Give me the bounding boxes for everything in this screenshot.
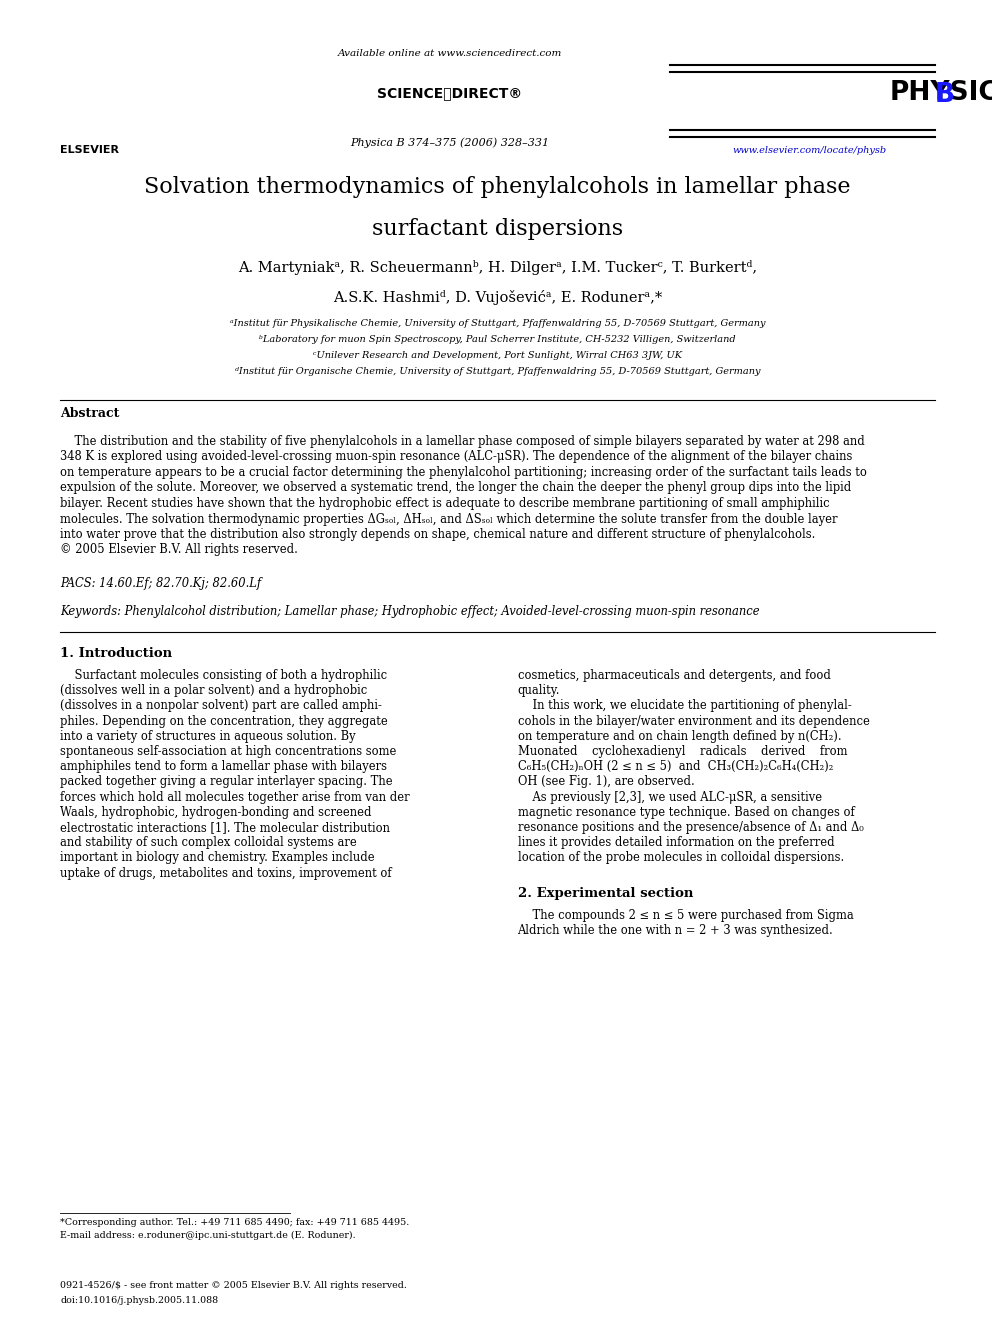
Text: (dissolves well in a polar solvent) and a hydrophobic: (dissolves well in a polar solvent) and … bbox=[60, 684, 367, 697]
Text: 2. Experimental section: 2. Experimental section bbox=[518, 886, 692, 900]
Text: Surfactant molecules consisting of both a hydrophilic: Surfactant molecules consisting of both … bbox=[60, 669, 387, 681]
Text: 0921-4526/$ - see front matter © 2005 Elsevier B.V. All rights reserved.: 0921-4526/$ - see front matter © 2005 El… bbox=[60, 1281, 407, 1290]
Text: amphiphiles tend to form a lamellar phase with bilayers: amphiphiles tend to form a lamellar phas… bbox=[60, 761, 387, 773]
Text: important in biology and chemistry. Examples include: important in biology and chemistry. Exam… bbox=[60, 852, 375, 864]
Text: ᵇLaboratory for muon Spin Spectroscopy, Paul Scherrer Institute, CH-5232 Villige: ᵇLaboratory for muon Spin Spectroscopy, … bbox=[259, 335, 736, 344]
Text: expulsion of the solute. Moreover, we observed a systematic trend, the longer th: expulsion of the solute. Moreover, we ob… bbox=[60, 482, 851, 495]
Text: In this work, we elucidate the partitioning of phenylal-: In this work, we elucidate the partition… bbox=[518, 700, 851, 712]
Text: © 2005 Elsevier B.V. All rights reserved.: © 2005 Elsevier B.V. All rights reserved… bbox=[60, 544, 298, 557]
Text: resonance positions and the presence/absence of Δ₁ and Δ₀: resonance positions and the presence/abs… bbox=[518, 822, 863, 833]
Text: As previously [2,3], we used ALC-μSR, a sensitive: As previously [2,3], we used ALC-μSR, a … bbox=[518, 791, 821, 803]
Text: quality.: quality. bbox=[518, 684, 560, 697]
Text: location of the probe molecules in colloidal dispersions.: location of the probe molecules in collo… bbox=[518, 852, 844, 864]
Text: into water prove that the distribution also strongly depends on shape, chemical : into water prove that the distribution a… bbox=[60, 528, 815, 541]
Text: 348 K is explored using avoided-level-crossing muon-spin resonance (ALC-μSR). Th: 348 K is explored using avoided-level-cr… bbox=[60, 451, 852, 463]
Text: philes. Depending on the concentration, they aggregate: philes. Depending on the concentration, … bbox=[60, 714, 388, 728]
Text: ᵈInstitut für Organische Chemie, University of Stuttgart, Pfaffenwaldring 55, D-: ᵈInstitut für Organische Chemie, Univers… bbox=[235, 366, 760, 376]
Text: doi:10.1016/j.physb.2005.11.088: doi:10.1016/j.physb.2005.11.088 bbox=[60, 1297, 218, 1304]
Text: into a variety of structures in aqueous solution. By: into a variety of structures in aqueous … bbox=[60, 730, 355, 742]
Text: (dissolves in a nonpolar solvent) part are called amphi-: (dissolves in a nonpolar solvent) part a… bbox=[60, 700, 382, 712]
Text: B: B bbox=[934, 82, 955, 108]
Text: Aldrich while the one with n = 2 + 3 was synthesized.: Aldrich while the one with n = 2 + 3 was… bbox=[518, 923, 833, 937]
Text: *Corresponding author. Tel.: +49 711 685 4490; fax: +49 711 685 4495.: *Corresponding author. Tel.: +49 711 685… bbox=[60, 1218, 410, 1226]
Text: E-mail address: e.roduner@ipc.uni-stuttgart.de (E. Roduner).: E-mail address: e.roduner@ipc.uni-stuttg… bbox=[60, 1230, 355, 1240]
Text: Waals, hydrophobic, hydrogen-bonding and screened: Waals, hydrophobic, hydrogen-bonding and… bbox=[60, 806, 371, 819]
Text: lines it provides detailed information on the preferred: lines it provides detailed information o… bbox=[518, 836, 834, 849]
Text: PHYSICA: PHYSICA bbox=[890, 79, 992, 106]
Text: bilayer. Recent studies have shown that the hydrophobic effect is adequate to de: bilayer. Recent studies have shown that … bbox=[60, 497, 829, 509]
Text: SCIENCEⓐDIRECT®: SCIENCEⓐDIRECT® bbox=[377, 86, 523, 101]
Text: Muonated    cyclohexadienyl    radicals    derived    from: Muonated cyclohexadienyl radicals derive… bbox=[518, 745, 847, 758]
Text: magnetic resonance type technique. Based on changes of: magnetic resonance type technique. Based… bbox=[518, 806, 854, 819]
Text: A.S.K. Hashmiᵈ, D. Vujoševićᵃ, E. Rodunerᵃ,*: A.S.K. Hashmiᵈ, D. Vujoševićᵃ, E. Rodune… bbox=[333, 290, 662, 306]
Text: Available online at www.sciencedirect.com: Available online at www.sciencedirect.co… bbox=[338, 49, 562, 58]
Text: electrostatic interactions [1]. The molecular distribution: electrostatic interactions [1]. The mole… bbox=[60, 822, 390, 833]
Text: cosmetics, pharmaceuticals and detergents, and food: cosmetics, pharmaceuticals and detergent… bbox=[518, 669, 830, 681]
Text: Physica B 374–375 (2006) 328–331: Physica B 374–375 (2006) 328–331 bbox=[350, 138, 550, 148]
Text: PACS: 14.60.Ef; 82.70.Kj; 82.60.Lf: PACS: 14.60.Ef; 82.70.Kj; 82.60.Lf bbox=[60, 577, 261, 590]
Text: molecules. The solvation thermodynamic properties ΔGₛₒₗ, ΔHₛₒₗ, and ΔSₛₒₗ which : molecules. The solvation thermodynamic p… bbox=[60, 512, 837, 525]
Text: The distribution and the stability of five phenylalcohols in a lamellar phase co: The distribution and the stability of fi… bbox=[60, 435, 865, 448]
Text: spontaneous self-association at high concentrations some: spontaneous self-association at high con… bbox=[60, 745, 397, 758]
Text: cohols in the bilayer/water environment and its dependence: cohols in the bilayer/water environment … bbox=[518, 714, 869, 728]
Text: ᶜUnilever Research and Development, Port Sunlight, Wirral CH63 3JW, UK: ᶜUnilever Research and Development, Port… bbox=[313, 351, 682, 360]
Text: The compounds 2 ≤ n ≤ 5 were purchased from Sigma: The compounds 2 ≤ n ≤ 5 were purchased f… bbox=[518, 909, 853, 922]
Text: packed together giving a regular interlayer spacing. The: packed together giving a regular interla… bbox=[60, 775, 393, 789]
Text: ᵃInstitut für Physikalische Chemie, University of Stuttgart, Pfaffenwaldring 55,: ᵃInstitut für Physikalische Chemie, Univ… bbox=[230, 319, 765, 328]
Text: A. Martyniakᵃ, R. Scheuermannᵇ, H. Dilgerᵃ, I.M. Tuckerᶜ, T. Burkertᵈ,: A. Martyniakᵃ, R. Scheuermannᵇ, H. Dilge… bbox=[238, 261, 757, 275]
Text: uptake of drugs, metabolites and toxins, improvement of: uptake of drugs, metabolites and toxins,… bbox=[60, 867, 392, 880]
Text: www.elsevier.com/locate/physb: www.elsevier.com/locate/physb bbox=[733, 146, 887, 155]
Text: and stability of such complex colloidal systems are: and stability of such complex colloidal … bbox=[60, 836, 357, 849]
Text: on temperature and on chain length defined by n(CH₂).: on temperature and on chain length defin… bbox=[518, 730, 841, 742]
Text: OH (see Fig. 1), are observed.: OH (see Fig. 1), are observed. bbox=[518, 775, 694, 789]
Text: Solvation thermodynamics of phenylalcohols in lamellar phase: Solvation thermodynamics of phenylalcoho… bbox=[144, 176, 851, 198]
Text: 1. Introduction: 1. Introduction bbox=[60, 647, 173, 660]
Text: forces which hold all molecules together arise from van der: forces which hold all molecules together… bbox=[60, 791, 410, 803]
Text: surfactant dispersions: surfactant dispersions bbox=[372, 218, 623, 239]
Text: ELSEVIER: ELSEVIER bbox=[60, 146, 119, 155]
Text: Keywords: Phenylalcohol distribution; Lamellar phase; Hydrophobic effect; Avoide: Keywords: Phenylalcohol distribution; La… bbox=[60, 605, 760, 618]
Text: C₆H₅(CH₂)ₙOH (2 ≤ n ≤ 5)  and  CH₃(CH₂)₂C₆H₄(CH₂)₂: C₆H₅(CH₂)ₙOH (2 ≤ n ≤ 5) and CH₃(CH₂)₂C₆… bbox=[518, 761, 833, 773]
Text: on temperature appears to be a crucial factor determining the phenylalcohol part: on temperature appears to be a crucial f… bbox=[60, 466, 867, 479]
Text: Abstract: Abstract bbox=[60, 407, 119, 419]
